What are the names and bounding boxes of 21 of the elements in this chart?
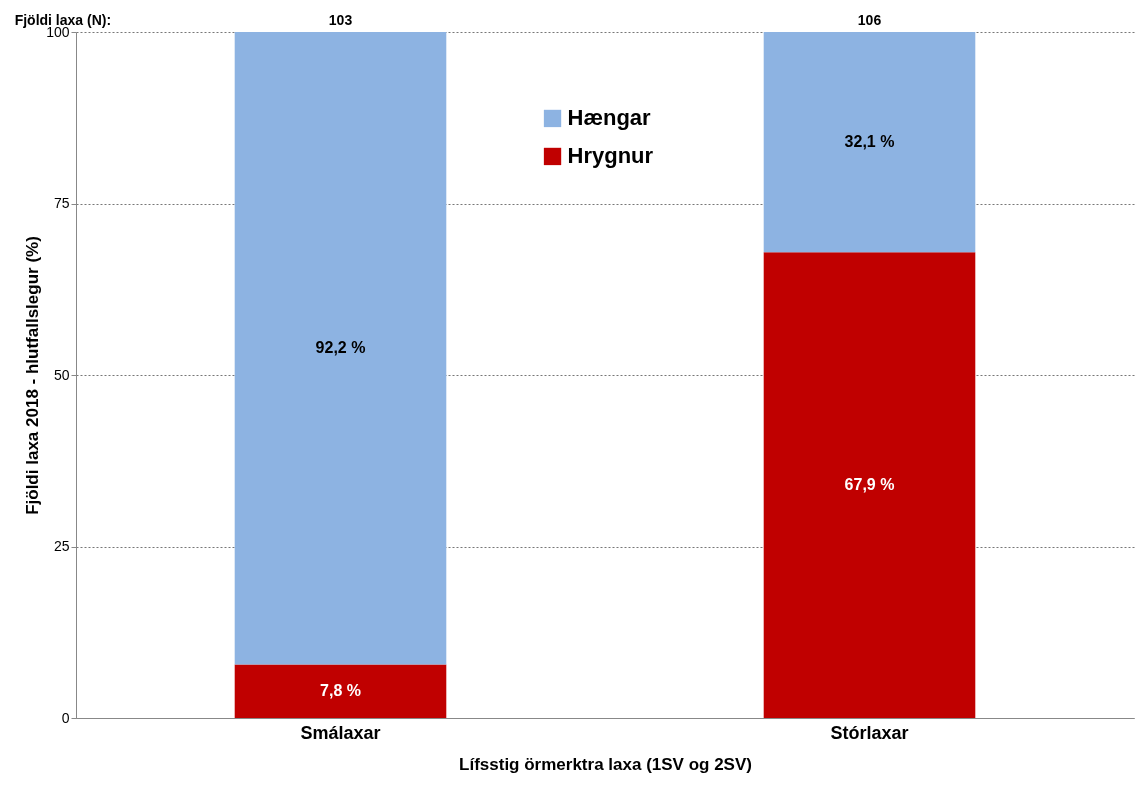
bar [763, 252, 976, 718]
x-tick-label: Smálaxar [300, 722, 381, 743]
y-tick-label: 75 [53, 195, 70, 211]
text: Fjöldi laxa (N): [14, 12, 112, 28]
bar [234, 32, 447, 665]
annotation: 103 [328, 12, 353, 28]
x-tick-label: Stórlaxar [830, 722, 909, 743]
y-tick-label: 50 [53, 366, 70, 383]
legend-label: Hrygnur [567, 143, 654, 169]
legend-label: Hængar [567, 105, 652, 131]
data-label: 7,8 % [320, 682, 361, 700]
data-label: 67,9 % [844, 476, 895, 494]
y-axis-title: Fjöldi laxa 2018 - hlutfallslegur (%) [23, 236, 43, 515]
x-axis-title: Lífsstig örmerktra laxa (1SV og 2SV) [459, 754, 752, 774]
data-label: 92,2 % [315, 339, 366, 357]
y-tick-label: 25 [53, 538, 70, 554]
annotation: 106 [857, 12, 882, 28]
bar [763, 32, 976, 253]
data-label: 32,1 % [844, 133, 895, 151]
bar [234, 664, 447, 718]
y-tick-label: 0 [61, 709, 70, 726]
